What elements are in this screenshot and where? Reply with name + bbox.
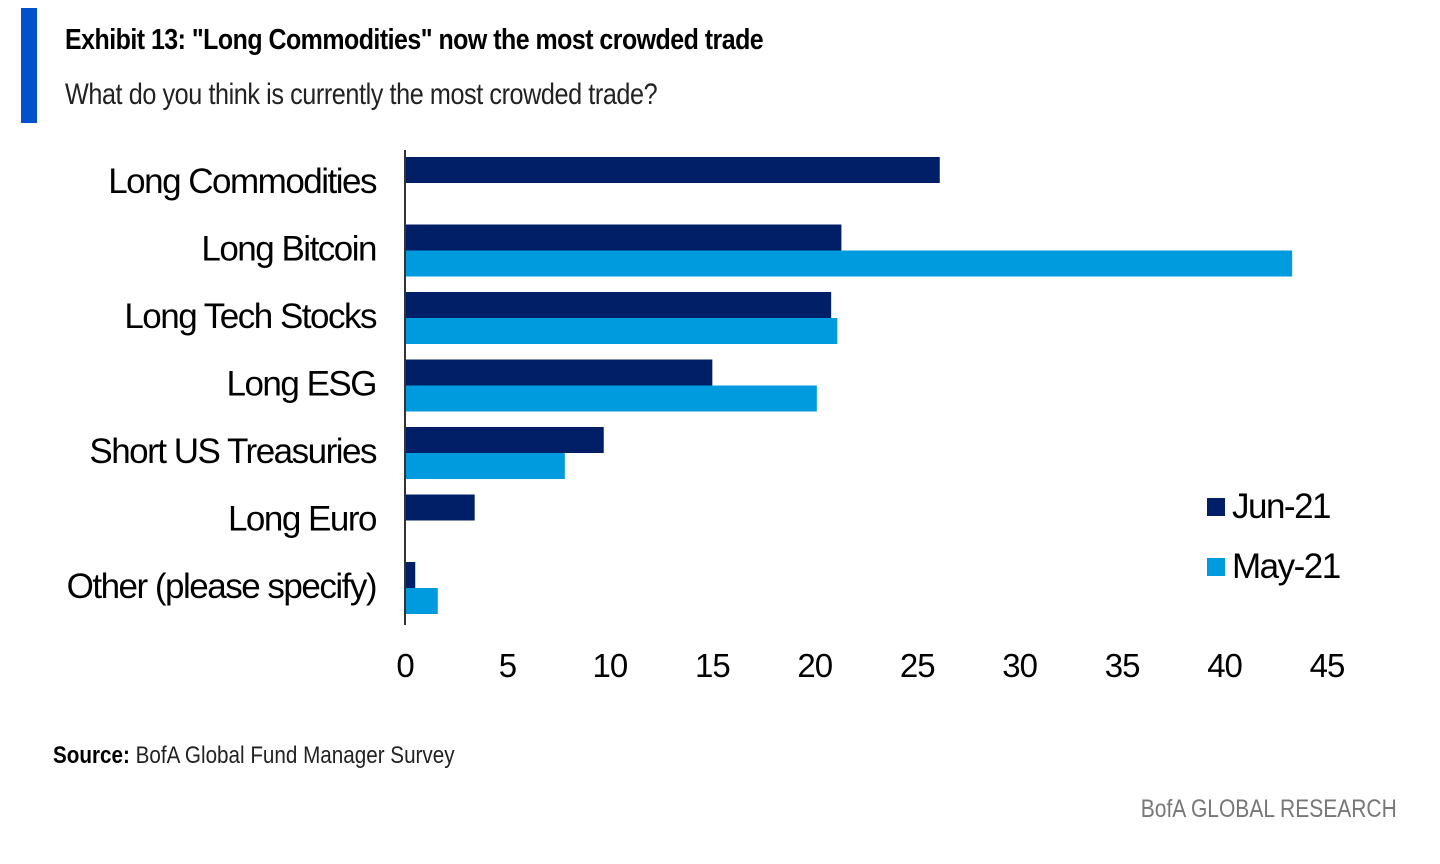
source-text: BofA Global Fund Manager Survey [135, 742, 455, 769]
category-label: Long Tech Stocks [124, 297, 377, 336]
bar-jun-21 [405, 224, 842, 251]
x-tick-label: 15 [695, 647, 730, 684]
legend-label: Jun-21 [1232, 487, 1330, 526]
category-labels: Long Commodities Long Bitcoin Long Tech St… [67, 162, 379, 606]
x-tick-label: 35 [1105, 647, 1140, 684]
bar-jun-21 [405, 562, 416, 588]
bar-jun-21 [405, 157, 940, 183]
x-tick-label: 40 [1207, 647, 1242, 684]
x-tick-label: 10 [593, 647, 628, 684]
x-tick-label: 5 [499, 647, 516, 684]
bar-may-21 [405, 588, 438, 614]
brand-footer: BofA GLOBAL RESEARCH [1141, 795, 1397, 823]
chart-subtitle: What do you think is currently the most … [65, 78, 658, 111]
legend-swatch [1207, 558, 1225, 576]
chart-title: Exhibit 13: "Long Commodities" now the m… [65, 24, 764, 56]
category-label: Short US Treasuries [89, 432, 377, 471]
bars-group [405, 157, 1293, 614]
legend: Jun-21 May-21 [1207, 487, 1341, 586]
bar-jun-21 [405, 359, 713, 386]
x-tick-label: 25 [900, 647, 935, 684]
source-label: Source: [53, 742, 130, 769]
bar-may-21 [405, 453, 565, 479]
x-tick-label: 30 [1002, 647, 1037, 684]
x-tick-label: 20 [797, 647, 832, 684]
bar-may-21 [405, 385, 817, 412]
category-label: Long Euro [228, 500, 376, 539]
bar-may-21 [405, 250, 1293, 277]
source-note: Source: BofA Global Fund Manager Survey [53, 742, 455, 770]
category-label: Long Bitcoin [201, 230, 376, 269]
x-tick-labels: 0 5 10 15 20 25 30 35 40 45 [396, 647, 1345, 684]
x-tick-label: 45 [1310, 647, 1345, 684]
category-label: Long Commodities [108, 162, 377, 201]
legend-swatch [1207, 498, 1225, 516]
bar-jun-21 [405, 292, 832, 318]
x-tick-label: 0 [396, 647, 414, 684]
bar-jun-21 [405, 494, 475, 521]
bar-jun-21 [405, 427, 604, 453]
legend-label: May-21 [1232, 547, 1340, 586]
bar-may-21 [405, 318, 838, 344]
accent-bar [21, 8, 37, 123]
category-label: Other (please specify) [67, 567, 376, 606]
category-label: Long ESG [227, 365, 377, 404]
